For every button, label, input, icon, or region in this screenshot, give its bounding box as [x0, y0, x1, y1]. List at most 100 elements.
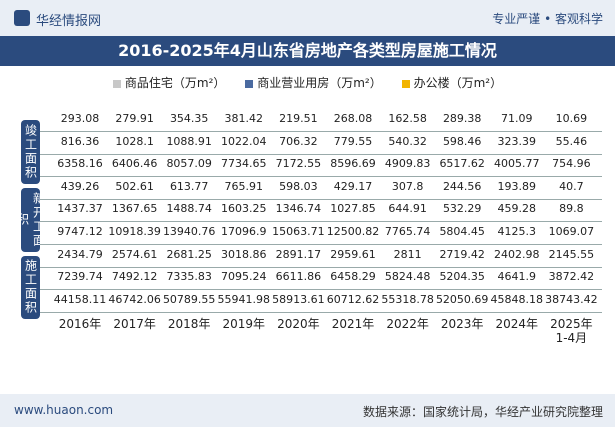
row-divider	[40, 198, 602, 200]
legend-label-commercial: 商业营业用房（万m²）	[257, 76, 382, 90]
legend-item-commercial: 商业营业用房（万m²）	[245, 74, 382, 91]
cell-g0-r2-c0: 6358.16	[57, 157, 103, 171]
chart-title: 2016-2025年4月山东省房地产各类型房屋施工情况	[118, 41, 497, 60]
cell-g0-r2-c2: 8057.09	[166, 157, 212, 171]
cell-g1-r2-c8: 4125.3	[497, 225, 537, 238]
cell-g2-r1-c4: 6611.86	[275, 270, 322, 284]
cell-g2-r0-c8: 2402.98	[494, 247, 540, 261]
cell-g1-r0-c5: 429.17	[333, 179, 373, 193]
row-divider	[40, 244, 602, 245]
cell-g1-r1-c4: 1346.74	[275, 202, 322, 216]
cell-g1-r1-c6: 644.91	[388, 202, 427, 216]
cell-g1-r2-c0: 9747.12	[57, 225, 103, 238]
row-divider	[40, 266, 602, 268]
cell-g0-r1-c0: 816.36	[60, 134, 100, 148]
footer-site: www.huaon.com	[14, 403, 114, 417]
cell-g2-r0-c5: 2959.61	[330, 247, 376, 261]
cell-g2-r1-c9: 3872.42	[548, 270, 595, 284]
cell-g2-r0-c2: 2681.25	[166, 247, 212, 261]
cell-g2-r0-c7: 2719.42	[439, 247, 485, 261]
x-label-5: 2021年	[331, 317, 375, 332]
cell-g0-r0-c4: 219.51	[279, 112, 318, 125]
cell-g0-r2-c3: 7734.65	[221, 157, 267, 171]
cell-g0-r0-c2: 354.35	[169, 112, 209, 125]
brand-logo-icon	[14, 10, 30, 26]
cell-g1-r2-c5: 12500.82	[326, 225, 380, 238]
legend: 商品住宅（万m²） 商业营业用房（万m²） 办公楼（万m²）	[0, 74, 615, 91]
legend-label-office: 办公楼（万m²）	[413, 76, 503, 90]
cell-g1-r0-c9: 40.7	[559, 179, 584, 193]
cell-g1-r0-c4: 598.03	[279, 179, 318, 193]
cell-g1-r2-c4: 15063.71	[272, 225, 325, 238]
cell-g1-r2-c7: 5804.45	[439, 225, 485, 238]
row-divider	[40, 221, 602, 223]
cell-g0-r0-c0: 293.08	[60, 112, 100, 125]
brand-name: 华经情报网	[36, 14, 102, 29]
cell-g1-r1-c5: 1027.85	[330, 202, 376, 216]
cell-g1-r2-c3: 17096.9	[221, 225, 267, 238]
x-label-2: 2018年	[167, 317, 211, 332]
cell-g0-r2-c4: 7172.55	[275, 157, 322, 171]
cell-g1-r1-c8: 459.28	[497, 202, 537, 216]
cell-g2-r1-c6: 5824.48	[384, 270, 431, 284]
cell-g1-r2-c9: 1069.07	[548, 225, 595, 238]
cell-g1-r2-c6: 7765.74	[384, 225, 431, 238]
x-label-7: 2023年	[440, 317, 484, 332]
cell-g1-r0-c6: 307.8	[391, 179, 424, 193]
row-divider	[40, 176, 602, 178]
cell-g2-r0-c3: 3018.86	[221, 247, 267, 261]
cell-g1-r1-c0: 1437.37	[57, 202, 103, 216]
cell-g2-r2-c9: 38743.42	[545, 292, 598, 306]
cell-g2-r1-c7: 5204.35	[439, 270, 485, 284]
x-label-4: 2020年	[277, 317, 320, 332]
group-label-0: 竣工面积	[21, 120, 40, 184]
cell-g2-r0-c4: 2891.17	[275, 247, 322, 261]
group-label-1: 新开工面积	[16, 187, 46, 252]
cell-g2-r2-c2: 50789.55	[162, 292, 216, 306]
cell-g0-r1-c4: 706.32	[279, 134, 318, 148]
cell-g1-r2-c1: 10918.39	[108, 225, 161, 238]
cell-g0-r2-c1: 6406.46	[111, 157, 158, 171]
cell-g2-r2-c1: 46742.06	[108, 292, 161, 306]
cell-g1-r0-c3: 765.91	[224, 179, 264, 193]
cell-g1-r0-c7: 244.56	[442, 179, 482, 193]
cell-g1-r0-c8: 193.89	[497, 179, 537, 193]
x-label-8: 2024年	[495, 317, 539, 332]
footer: www.huaon.com 数据来源：国家统计局，华经产业研究院整理	[0, 394, 615, 427]
cell-g0-r1-c1: 1028.1	[115, 134, 154, 148]
cell-g0-r1-c3: 1022.04	[221, 134, 267, 148]
cell-g1-r0-c0: 439.26	[60, 179, 100, 193]
legend-swatch-commercial	[245, 79, 254, 88]
title-bar: 2016-2025年4月山东省房地产各类型房屋施工情况	[0, 36, 615, 66]
tagline: 专业严谨 • 客观科学	[492, 12, 603, 26]
cell-g2-r2-c4: 58913.61	[272, 292, 325, 306]
cell-g2-r1-c0: 7239.74	[57, 270, 103, 284]
cell-g2-r1-c3: 7095.24	[221, 270, 267, 284]
group-label-2: 施工面积	[21, 255, 40, 320]
cell-g1-r1-c7: 532.29	[442, 202, 482, 216]
cell-g2-r2-c7: 52050.69	[435, 292, 489, 306]
cell-g0-r0-c8: 71.09	[501, 112, 533, 125]
cell-g2-r1-c1: 7492.12	[111, 270, 158, 284]
cell-g2-r2-c6: 55318.78	[381, 292, 434, 306]
legend-item-office: 办公楼（万m²）	[401, 74, 503, 91]
cell-g2-r1-c5: 6458.29	[330, 270, 376, 284]
legend-swatch-residential	[112, 79, 121, 88]
cell-g1-r1-c3: 1603.25	[221, 202, 267, 216]
cell-g0-r2-c5: 8596.69	[330, 157, 376, 171]
row-divider	[40, 153, 602, 155]
cell-g0-r0-c3: 381.42	[224, 112, 264, 125]
x-label-1: 2017年	[113, 317, 156, 332]
cell-g1-r2-c2: 13940.76	[162, 225, 216, 238]
cell-g2-r2-c0: 44158.11	[53, 292, 107, 306]
cell-g0-r1-c6: 540.32	[388, 134, 427, 148]
cell-g0-r1-c5: 779.55	[333, 134, 373, 148]
cell-g0-r1-c9: 55.46	[555, 134, 588, 148]
cell-g0-r2-c8: 4005.77	[494, 157, 540, 171]
x-label-9: 2025年 1-4月	[550, 317, 593, 346]
cell-g0-r1-c2: 1088.91	[166, 134, 212, 148]
cell-g0-r0-c9: 10.69	[555, 112, 588, 125]
cell-g0-r2-c6: 4909.83	[384, 157, 431, 171]
x-label-0: 2016年	[58, 317, 102, 332]
cell-g0-r2-c7: 6517.62	[439, 157, 485, 171]
